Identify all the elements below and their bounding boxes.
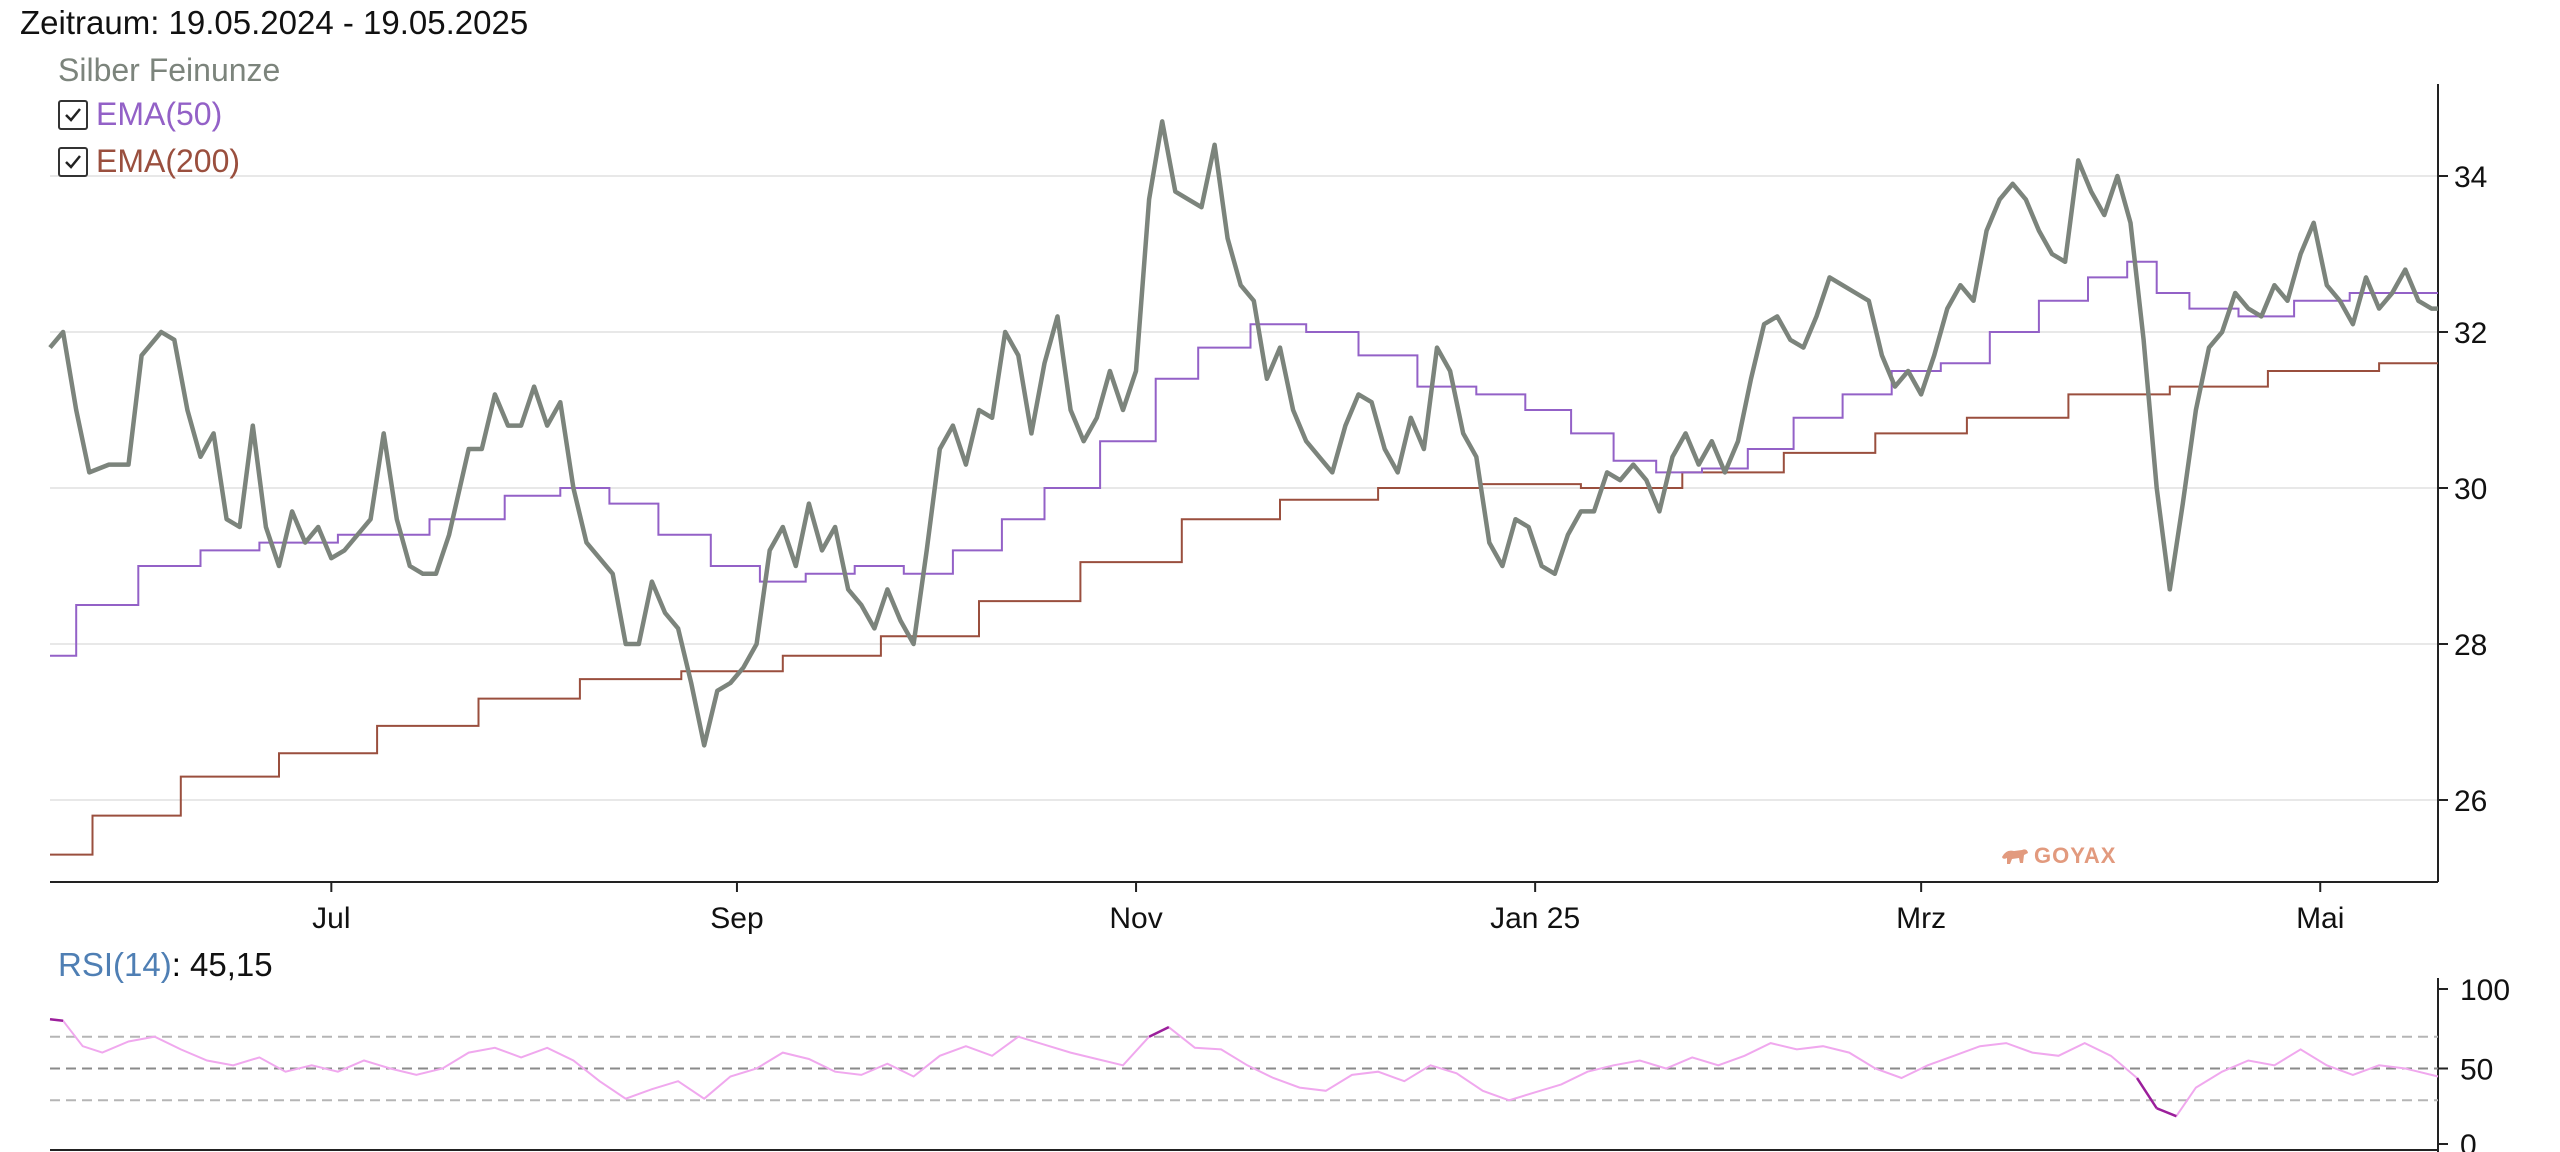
rsi-separator: : [171, 946, 181, 983]
legend-ema50[interactable]: EMA(50) [58, 96, 222, 133]
rsi-extreme-segment [49, 1017, 64, 1023]
rsi-extreme-segment [1148, 1026, 1170, 1038]
x-tick-label: Sep [710, 902, 763, 935]
x-tick-label: Jan 25 [1490, 902, 1580, 935]
period-label: Zeitraum: 19.05.2024 - 19.05.2025 [20, 4, 529, 41]
goyax-watermark: GOYAX [2000, 843, 2116, 869]
bull-logo-icon [2002, 849, 2028, 864]
checkmark-icon [65, 154, 81, 169]
series-rsi-line [49, 1018, 2439, 1118]
series-ema200-line [50, 362, 2438, 856]
instrument-legend: Silber Feinunze [58, 52, 281, 88]
y-tick-label: 26 [2454, 785, 2487, 818]
rsi-header: RSI(14): 45,15 [58, 946, 273, 984]
legend-ema200-label: EMA(200) [96, 143, 241, 179]
rsi-tick-label: 100 [2460, 974, 2510, 1007]
x-tick-label: Mrz [1896, 902, 1946, 935]
rsi-extreme-segment [2135, 1077, 2158, 1109]
y-tick-label: 32 [2454, 317, 2487, 350]
checkbox-ema50[interactable] [58, 99, 88, 130]
series-ema50-line [50, 260, 2438, 657]
y-tick-label: 34 [2454, 161, 2487, 194]
rsi-value: 45,15 [190, 946, 273, 983]
checkmark-icon [65, 107, 81, 122]
legend-ema200[interactable]: EMA(200) [58, 143, 240, 180]
x-tick-label: Jul [312, 902, 350, 935]
legend-ema50-label: EMA(50) [96, 96, 223, 132]
y-tick-label: 30 [2454, 473, 2487, 506]
rsi-tick-label: 0 [2460, 1129, 2477, 1152]
rsi-label: RSI(14) [58, 946, 172, 983]
y-tick-label: 28 [2454, 629, 2487, 662]
watermark-text: GOYAX [2034, 843, 2117, 868]
series-price-line [48, 119, 2438, 748]
x-tick-label: Mai [2296, 902, 2344, 935]
rsi-extreme-segment [2156, 1107, 2177, 1118]
rsi-tick-label: 50 [2460, 1054, 2493, 1087]
checkbox-ema200[interactable] [58, 146, 88, 177]
x-tick-label: Nov [1109, 902, 1162, 935]
